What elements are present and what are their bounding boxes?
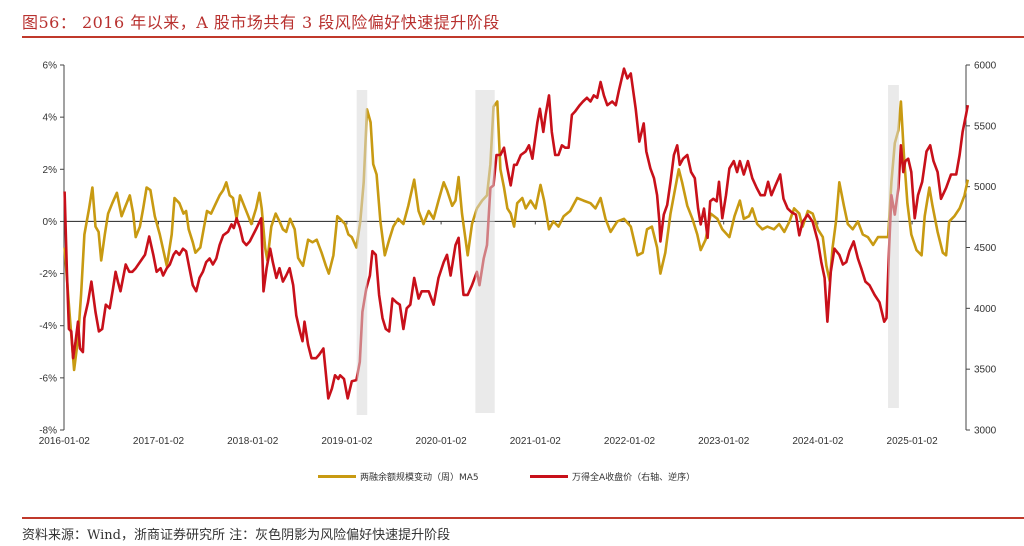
x-tick-label: 2021-01-02 [510, 436, 562, 447]
x-tick-label: 2016-01-02 [39, 436, 91, 447]
left-tick-label: -8% [39, 426, 57, 437]
legend-item-index: 万得全A收盘价（右轴、逆序） [530, 470, 695, 483]
shaded-period-overlays [356, 85, 899, 415]
legend-item-margin: 两融余额规模变动（周）MA5 [318, 470, 479, 483]
x-tick-label: 2018-01-02 [227, 436, 279, 447]
x-tick-label: 2025-01-02 [887, 436, 939, 447]
x-tick-label: 2023-01-02 [698, 436, 750, 447]
left-tick-label: -6% [39, 373, 57, 384]
source-divider [22, 517, 1024, 519]
left-tick-label: 0% [43, 217, 58, 228]
shaded-period-2 [475, 90, 495, 413]
left-tick-label: 6% [43, 61, 58, 72]
x-tick-label: 2019-01-02 [321, 436, 373, 447]
series-lines [63, 67, 970, 400]
right-tick-label: 5500 [974, 121, 997, 132]
figure-title: 图56： 2016 年以来，A 股市场共有 3 段风险偏好快速提升阶段 [22, 13, 500, 32]
left-tick-label: -2% [39, 269, 57, 280]
legend-label-index: 万得全A收盘价（右轴、逆序） [572, 473, 696, 483]
legend-swatch-margin [318, 475, 356, 478]
left-tick-label: -4% [39, 321, 57, 332]
right-tick-label: 3500 [974, 365, 997, 376]
shaded-period-1 [356, 90, 368, 415]
x-tick-label: 2020-01-02 [416, 436, 468, 447]
right-tick-label: 4500 [974, 243, 997, 254]
x-tick-label: 2022-01-02 [604, 436, 656, 447]
left-tick-label: 4% [43, 113, 58, 124]
source-note: 资料来源：Wind，浙商证券研究所 注：灰色阴影为风险偏好快速提升阶段 [22, 528, 451, 543]
left-tick-label: 2% [43, 165, 58, 176]
legend-label-margin: 两融余额规模变动（周）MA5 [360, 473, 479, 483]
x-tick-label: 2017-01-02 [133, 436, 185, 447]
right-tick-label: 5000 [974, 182, 997, 193]
wind-all-a-index-line [63, 67, 970, 400]
right-tick-label: 3000 [974, 426, 997, 437]
legend-swatch-index [530, 475, 568, 478]
margin-change-line [63, 100, 970, 372]
right-tick-label: 6000 [974, 61, 997, 72]
right-tick-label: 4000 [974, 304, 997, 315]
title-divider [22, 36, 1024, 38]
axes: 6% 4% 2% 0% -2% -4% -6% -8% 6000 5500 5000 4500 4000… [39, 61, 997, 448]
x-tick-label: 2024-01-02 [792, 436, 844, 447]
shaded-period-3 [888, 85, 899, 408]
